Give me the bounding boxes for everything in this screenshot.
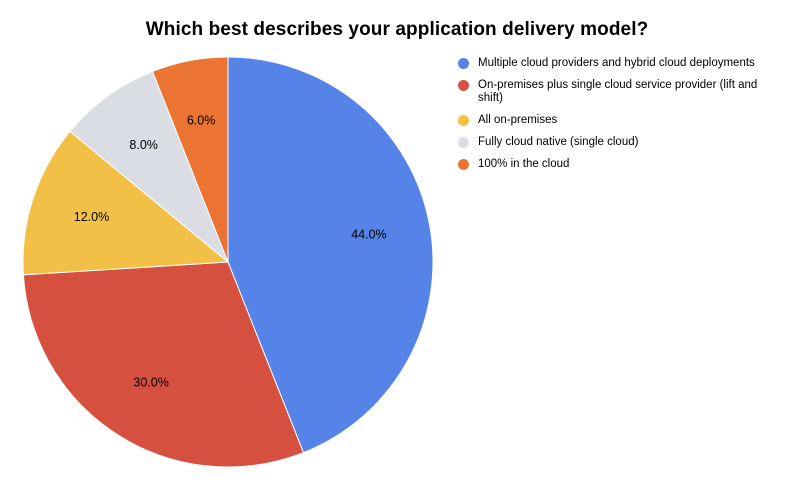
legend-item: On-premises plus single cloud service pr…: [458, 79, 784, 105]
legend-color-dot: [458, 115, 469, 126]
pie-slice-2: [22, 261, 305, 468]
legend: Multiple cloud providers and hybrid clou…: [458, 57, 784, 180]
legend-label: On-premises plus single cloud service pr…: [478, 79, 758, 104]
legend-item: Fully cloud native (single cloud): [458, 136, 784, 149]
legend-label: Fully cloud native (single cloud): [478, 136, 639, 148]
slice-data-label: 6.0%: [187, 113, 216, 127]
chart-title: Which best describes your application de…: [145, 19, 649, 40]
legend-color-dot: [458, 159, 469, 170]
pie-slice-5: [151, 56, 229, 263]
legend-item: 100% in the cloud: [458, 158, 784, 171]
pie-slice-1: [227, 56, 434, 454]
slice-data-label: 8.0%: [129, 138, 158, 152]
pie-slice-4: [69, 70, 229, 263]
slice-data-label: 12.0%: [74, 210, 109, 224]
legend-color-dot: [458, 137, 469, 148]
legend-item: Multiple cloud providers and hybrid clou…: [458, 57, 784, 70]
legend-label: 100% in the cloud: [478, 158, 570, 170]
slice-data-label: 44.0%: [351, 227, 386, 241]
legend-label: Multiple cloud providers and hybrid clou…: [478, 57, 755, 69]
pie-slice-3: [22, 130, 230, 276]
legend-item: All on-premises: [458, 114, 784, 127]
legend-color-dot: [458, 58, 469, 69]
legend-label: All on-premises: [478, 114, 558, 126]
slice-data-label: 30.0%: [133, 375, 168, 389]
legend-color-dot: [458, 80, 469, 91]
